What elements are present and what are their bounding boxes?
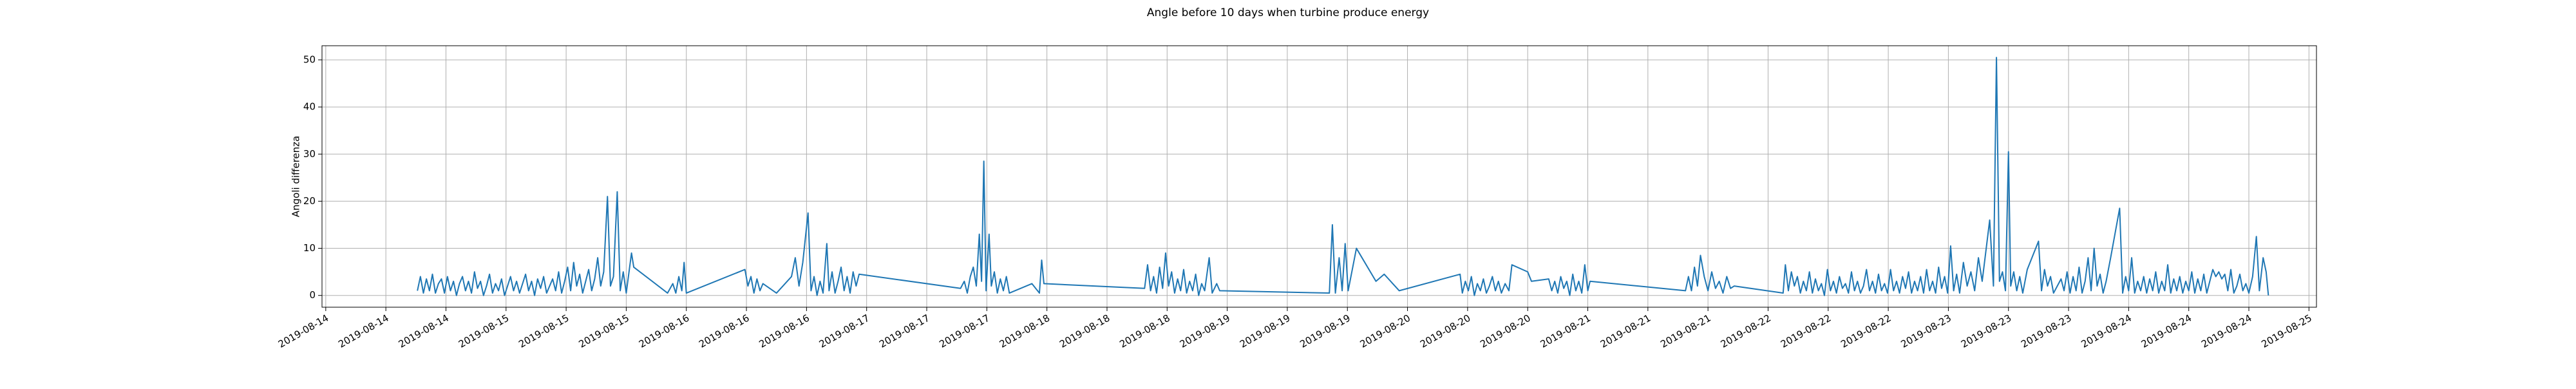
y-tick-label: 10 xyxy=(303,242,316,254)
y-tick-label: 40 xyxy=(303,101,316,113)
plot-frame xyxy=(321,45,2317,308)
y-tick-label: 20 xyxy=(303,195,316,207)
y-tick-label: 50 xyxy=(303,53,316,65)
chart-title: Angle before 10 days when turbine produc… xyxy=(1147,6,1429,19)
y-tick-label: 30 xyxy=(303,148,316,160)
y-axis-label: Angoli differenza xyxy=(290,136,302,217)
data-line xyxy=(417,57,2269,296)
y-tick-label: 0 xyxy=(309,289,316,301)
